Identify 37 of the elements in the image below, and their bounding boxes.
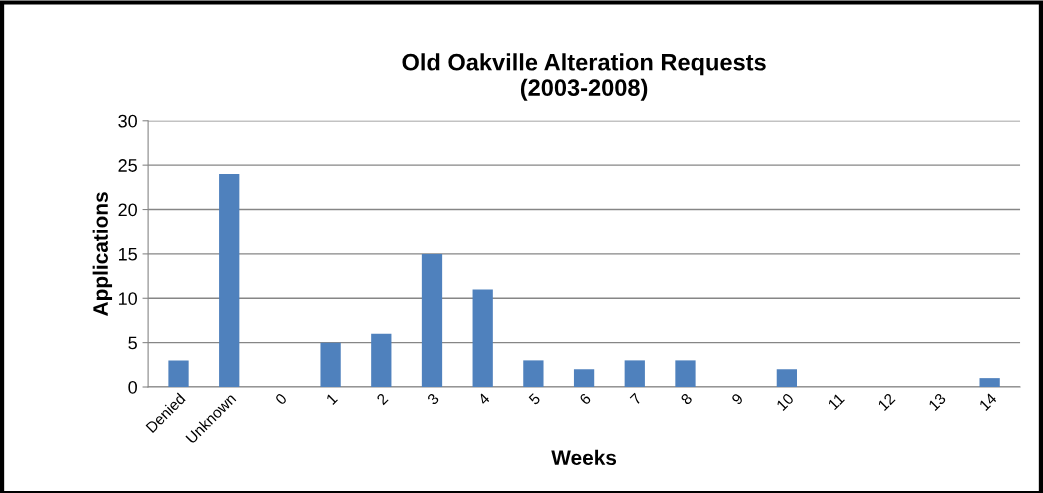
x-tick-label: 4: [477, 392, 491, 406]
bar: [573, 369, 595, 387]
bar: [421, 253, 443, 387]
bar: [320, 342, 341, 387]
x-tick-label: 7: [629, 392, 643, 406]
x-tick-label: 13: [928, 392, 947, 411]
y-tick-label: 10: [118, 292, 137, 305]
x-tick-label: 14: [978, 392, 998, 411]
chart-title: Old Oakville Alteration Requests (2003-2008): [402, 53, 766, 101]
y-tick-label: 30: [118, 114, 137, 128]
y-tick-label: 0: [128, 380, 137, 394]
bar: [472, 289, 493, 387]
x-tick-label: 9: [730, 392, 744, 406]
bar: [979, 378, 1000, 387]
bar: [219, 174, 240, 387]
x-tick-label: 2: [376, 392, 389, 406]
x-tick-label: 8: [680, 392, 693, 406]
x-tick-label: 11: [827, 392, 845, 411]
bar: [624, 360, 645, 387]
y-tick-label: 15: [118, 248, 137, 261]
x-tick-label: 5: [528, 392, 541, 406]
y-axis-title: Applications: [92, 192, 113, 316]
bar: [675, 360, 696, 387]
y-tick-label: 20: [118, 203, 137, 217]
x-tick-label: 1: [325, 392, 338, 405]
x-tick-label: 12: [877, 392, 896, 411]
x-tick-label: 3: [426, 392, 440, 406]
bar: [371, 333, 392, 387]
x-tick-label: 6: [578, 392, 592, 406]
x-tick-label: 0: [274, 392, 288, 406]
x-tick-label: 10: [775, 392, 795, 411]
y-tick-label: 5: [128, 336, 137, 350]
bar: [168, 360, 189, 387]
bar: [776, 369, 797, 387]
y-tick-label: 25: [118, 159, 137, 172]
bar: [523, 360, 544, 387]
x-axis-title: Weeks: [551, 449, 617, 466]
